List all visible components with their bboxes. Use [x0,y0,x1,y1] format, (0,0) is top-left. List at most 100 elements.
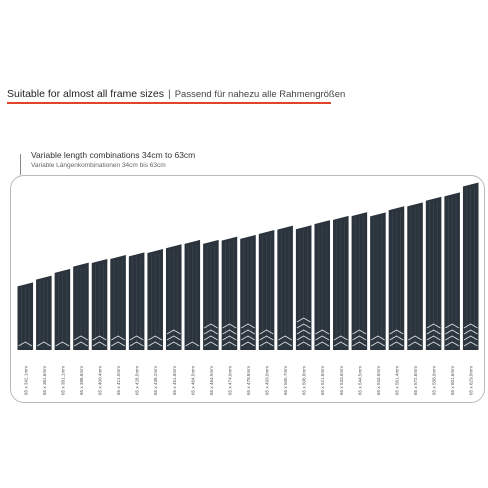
bar-length-label: 65 x 601.6mm [450,366,455,395]
segment-joint-mark [73,335,88,341]
segment-joint-mark [352,329,367,335]
bar-length-label: 65 x 381.1mm [60,366,65,395]
segment-joint-mark [259,335,274,341]
headline-accent-underline [7,102,331,104]
bar-group: 65 x 474.0mm [221,236,238,395]
bar-group: 65 x 342.1mm [17,282,34,395]
bar-group: 65 x 451.8mm [165,244,182,395]
bar-group: 65 x 588.9mm [425,196,442,395]
bar-group: 65 x 629.9mm [462,182,479,395]
segment-joint-mark [111,341,126,347]
bar-group: 65 x 438.2mm [147,249,163,395]
segment-joint-mark [92,341,107,347]
headline-separator: | [167,88,171,100]
bar-group: 65 x 428.5mm [128,252,145,395]
segment-joint-mark [111,335,126,341]
segment-joint-mark [389,329,404,335]
segment-joint-mark [296,335,311,341]
segment-joint-mark [445,323,460,329]
bar-length-label: 65 x 464.5mm [209,366,214,395]
segment-joint-mark [426,335,441,341]
segment-joint-mark [259,341,274,347]
bar-group: 65 x 505.7mm [277,225,293,395]
bar-group: 65 x 561.4mm [388,206,405,395]
segment-joint-mark [426,323,441,329]
bar-group: 65 x 543.8mm [370,212,386,395]
bar-group: 65 x 506.8mm [295,225,312,395]
segment-joint-mark [73,341,88,347]
segment-joint-mark [463,323,478,329]
bar-group: 65 x 398.8mm [73,262,89,395]
bar-length-label: 65 x 561.4mm [394,366,399,395]
bar-length-label: 65 x 421.0mm [116,366,121,395]
segment-joint-mark [296,317,311,323]
segment-joint-mark [463,329,478,335]
headline-german: Passend für nahezu alle Rahmengrößen [174,89,346,100]
segment-joint-mark [185,341,200,347]
range-bracket-line [20,154,21,175]
bar-group: 65 x 533.8mm [333,215,349,395]
headline-english: Suitable for almost all frame sizes [7,88,164,100]
bar-group: 65 x 572.8mm [407,202,423,395]
bar-length-label: 65 x 409.4mm [98,366,103,395]
bar-group: 65 x 464.5mm [203,239,219,395]
segment-joint-mark [426,341,441,347]
segment-joint-mark [389,341,404,347]
segment-joint-mark [296,329,311,335]
segment-joint-mark [203,335,218,341]
bar-length-label: 65 x 398.8mm [79,366,84,395]
segment-joint-mark [463,335,478,341]
bar-length-label: 65 x 451.8mm [172,366,177,395]
bar-length-label: 65 x 493.0mm [265,366,270,395]
segment-joint-mark [315,335,330,341]
segment-joint-mark [370,335,385,341]
segment-joint-mark [445,335,460,341]
segment-joint-mark [203,329,218,335]
bar-length-label: 65 x 464.5mm [190,366,195,395]
segment-joint-mark [408,341,423,347]
bar-length-label: 65 x 506.8mm [302,366,307,395]
bar-group: 65 x 601.6mm [444,192,460,395]
segment-joint-mark [203,323,218,329]
segment-joint-mark [166,341,181,347]
segment-joint-mark [278,341,293,347]
segment-joint-mark [166,329,181,335]
segment-joint-mark [333,341,348,347]
bar-length-label: 65 x 361.6mm [42,366,47,395]
bar-length-label: 65 x 478.8mm [246,366,251,395]
segment-joint-mark [408,335,423,341]
segment-joint-mark [259,329,274,335]
subtitle-english: Variable length combinations 34cm to 63c… [31,150,196,160]
segment-joint-mark [370,341,385,347]
bar-group: 65 x 521.6mm [314,220,331,395]
segment-joint-mark [222,335,237,341]
segment-joint-mark [296,323,311,329]
segment-joint-mark [463,341,478,347]
segment-joint-mark [92,335,107,341]
segment-joint-mark [148,341,163,347]
bar-group: 65 x 493.0mm [258,230,275,395]
segment-joint-mark [352,335,367,341]
segment-joint-mark [129,335,144,341]
bar-length-label: 65 x 533.8mm [339,366,344,395]
bar-length-label: 65 x 544.5mm [357,366,362,395]
segment-joint-mark [222,341,237,347]
subtitle-german: Variable Längenkombinationen 34cm bis 63… [31,162,166,169]
segment-joint-mark [352,341,367,347]
segment-joint-mark [129,341,144,347]
segment-joint-mark [18,341,33,347]
bar-length-label: 65 x 572.8mm [413,366,418,395]
bar-group: 65 x 464.5mm [184,239,201,395]
bar-length-label: 65 x 428.5mm [135,366,140,395]
bar-length-label: 65 x 588.9mm [432,366,437,395]
segment-joint-mark [445,341,460,347]
bar-length-label: 65 x 629.9mm [469,366,474,395]
segment-joint-mark [240,329,256,335]
bar-group: 65 x 544.5mm [351,212,368,395]
segment-joint-mark [426,329,441,335]
segment-joint-mark [296,341,311,347]
segment-joint-mark [203,341,218,347]
bar-group: 65 x 361.6mm [36,275,52,395]
segment-joint-mark [389,335,404,341]
